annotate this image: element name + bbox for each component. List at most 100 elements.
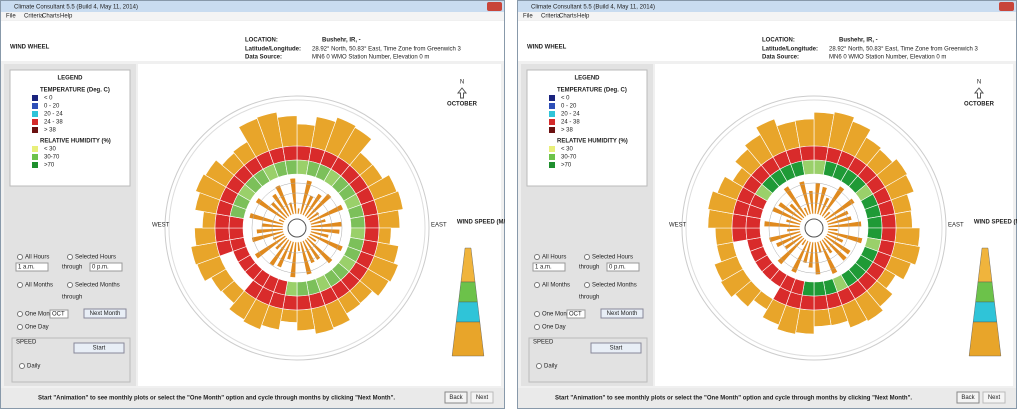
button[interactable] — [83, 308, 127, 319]
button[interactable] — [73, 342, 125, 354]
radio[interactable] — [19, 363, 25, 369]
north-arrow — [456, 87, 468, 99]
speed-scale — [968, 321, 1002, 357]
radio[interactable] — [17, 324, 23, 330]
label: SPEED — [533, 340, 554, 346]
menu-item: File — [6, 14, 16, 20]
north-label: N — [460, 80, 464, 86]
label: through — [62, 295, 82, 301]
dropdown[interactable] — [566, 309, 586, 319]
wind-spike — [768, 230, 802, 243]
wind-bar — [714, 227, 734, 246]
header — [1, 21, 504, 61]
wind-spike — [785, 218, 802, 226]
speed-ring — [768, 182, 860, 274]
wind-spike — [307, 234, 318, 243]
wind-spike — [802, 240, 812, 264]
label: TEMPERATURE (Deg. C) — [557, 88, 627, 94]
wind-spike — [308, 203, 344, 224]
radio[interactable] — [67, 282, 73, 288]
dropdown[interactable] — [49, 309, 69, 319]
speed-ring — [251, 182, 343, 274]
label: All Hours — [25, 255, 49, 261]
radio[interactable] — [534, 324, 540, 330]
menu-bar — [518, 12, 1016, 20]
label: 0 - 20 — [561, 104, 577, 110]
radio[interactable] — [534, 254, 540, 260]
radio[interactable] — [534, 311, 540, 317]
dropdown[interactable] — [532, 262, 566, 272]
wind-spike — [808, 190, 814, 215]
radio[interactable] — [17, 311, 23, 317]
label: One Day — [25, 325, 49, 331]
speed-scale — [972, 301, 998, 323]
label: through — [579, 295, 599, 301]
wind-spike — [297, 241, 301, 252]
close-button[interactable] — [999, 2, 1014, 11]
dropdown[interactable] — [15, 262, 49, 272]
radio[interactable] — [584, 254, 590, 260]
close-button[interactable] — [487, 2, 502, 11]
compass-label: EAST — [431, 223, 447, 229]
radio[interactable] — [67, 254, 73, 260]
button-label: Next Month — [90, 311, 121, 317]
wind-spike — [820, 185, 846, 218]
button[interactable] — [470, 391, 494, 404]
wind-spike — [814, 241, 822, 276]
label: 28.92° North, 50.83° East, Time Zone fro… — [829, 47, 979, 53]
swatch — [549, 111, 555, 117]
wind-spike — [775, 232, 803, 248]
label: 20 - 24 — [561, 112, 580, 118]
radio[interactable] — [584, 282, 590, 288]
button[interactable] — [982, 391, 1006, 404]
label: MN6 0 WMO Station Number, Elevation 0 m — [312, 55, 429, 61]
group-box — [528, 337, 648, 383]
compass-label: EAST — [948, 223, 964, 229]
wind-spike — [274, 236, 289, 251]
label: > 38 — [44, 128, 57, 134]
radio[interactable] — [17, 282, 23, 288]
radio[interactable] — [17, 254, 23, 260]
button[interactable] — [956, 391, 980, 404]
swatch — [549, 154, 555, 160]
label: 30-70 — [561, 155, 577, 161]
wind-spike — [303, 192, 323, 218]
swatch — [32, 127, 38, 133]
label: > 38 — [561, 128, 574, 134]
button[interactable] — [444, 391, 468, 404]
label: 1 a.m. — [18, 265, 35, 271]
button-label: Start — [93, 346, 106, 352]
label: One Month — [25, 312, 55, 318]
label: All Months — [542, 283, 570, 289]
button[interactable] — [590, 342, 642, 354]
button-label: Back — [961, 395, 975, 401]
label: >70 — [44, 163, 55, 169]
window-title: Climate Consultant 5.5 (Build 4, May 11,… — [531, 5, 655, 11]
title-bar — [1, 1, 504, 12]
north-label: N — [977, 80, 981, 86]
wind-spike — [299, 179, 313, 216]
button[interactable] — [600, 308, 644, 319]
wind-spike — [763, 220, 801, 228]
label: 1 a.m. — [535, 265, 552, 271]
menu-item: Help — [60, 14, 73, 20]
menu-item: Criteria — [24, 14, 44, 20]
wind-spike — [276, 239, 293, 269]
temp-band — [214, 227, 231, 243]
radio[interactable] — [534, 282, 540, 288]
label: 20 - 24 — [44, 112, 63, 118]
dropdown[interactable] — [89, 262, 123, 272]
label: Selected Months — [592, 283, 637, 289]
wind-spike — [256, 228, 284, 235]
label: All Months — [25, 283, 53, 289]
label: All Hours — [542, 255, 566, 261]
wind-spike — [308, 232, 344, 252]
label: Latitude/Longitude: — [762, 47, 818, 53]
label: RELATIVE HUMIDITY (%) — [557, 139, 628, 145]
wind-spike — [816, 240, 823, 254]
wind-spike — [824, 234, 852, 256]
wind-spike — [305, 236, 334, 265]
north-arrow — [973, 87, 985, 99]
radio[interactable] — [536, 363, 542, 369]
dropdown[interactable] — [606, 262, 640, 272]
